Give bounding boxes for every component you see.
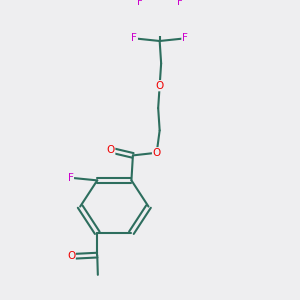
- Text: O: O: [67, 251, 75, 261]
- Text: F: F: [68, 173, 74, 183]
- Text: O: O: [106, 145, 115, 155]
- Text: F: F: [182, 33, 188, 43]
- Text: F: F: [177, 0, 183, 7]
- Text: O: O: [153, 148, 161, 158]
- Text: F: F: [131, 33, 137, 43]
- Text: O: O: [155, 81, 164, 91]
- Text: F: F: [136, 0, 142, 7]
